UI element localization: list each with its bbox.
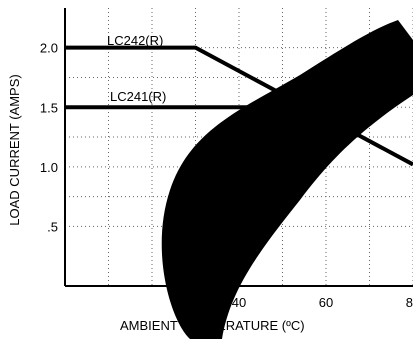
x-tick-label: 80 [406, 295, 413, 310]
y-tick-label: 2.0 [40, 41, 58, 56]
series-label-lc241: LC241(R) [110, 89, 166, 104]
y-axis-label: LOAD CURRENT (AMPS) [7, 74, 22, 225]
overlay-black-banner [162, 20, 413, 339]
y-tick-label: 1.5 [40, 100, 58, 115]
series-label-lc242: LC242(R) [107, 33, 163, 48]
y-tick-label: 1.0 [40, 160, 58, 175]
x-tick-label: 60 [319, 295, 333, 310]
y-tick-label: .5 [47, 219, 58, 234]
